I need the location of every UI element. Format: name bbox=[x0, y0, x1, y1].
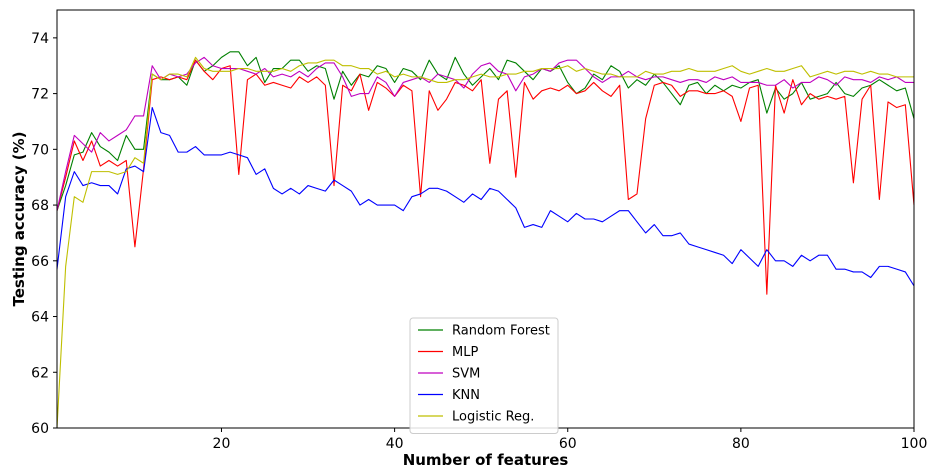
x-tick-label: 40 bbox=[386, 436, 404, 452]
y-axis-ticks: 60 62 64 66 68 70 72 74 bbox=[31, 31, 57, 437]
y-tick-label: 66 bbox=[31, 254, 49, 270]
y-tick-label: 72 bbox=[31, 87, 49, 103]
series-line-svm bbox=[56, 56, 914, 211]
legend-box bbox=[409, 317, 559, 434]
plot-area bbox=[56, 51, 915, 429]
y-tick-label: 74 bbox=[31, 31, 49, 47]
legend-label-random-forest: Random Forest bbox=[452, 324, 550, 339]
series-line-logistic-reg bbox=[56, 56, 914, 429]
legend-label-knn: KNN bbox=[452, 388, 480, 403]
x-tick-label: 80 bbox=[732, 436, 750, 452]
x-tick-label: 60 bbox=[559, 436, 577, 452]
x-axis-label: Number of features bbox=[403, 451, 569, 468]
x-tick-label: 20 bbox=[213, 436, 231, 452]
y-axis-label: Testing accuracy (%) bbox=[10, 131, 28, 306]
legend-label-logistic-reg: Logistic Reg. bbox=[452, 410, 534, 425]
legend: Random Forest MLP SVM KNN Logistic Reg. bbox=[409, 317, 559, 434]
y-tick-label: 68 bbox=[31, 198, 49, 214]
y-tick-label: 62 bbox=[31, 365, 49, 381]
series-line-knn bbox=[56, 106, 915, 287]
legend-label-svm: SVM bbox=[452, 367, 480, 382]
x-tick-label: 100 bbox=[901, 436, 928, 452]
legend-label-mlp: MLP bbox=[452, 345, 478, 360]
y-tick-label: 60 bbox=[31, 421, 49, 437]
x-axis-ticks: 20 40 60 80 100 bbox=[213, 428, 928, 452]
series-line-mlp bbox=[56, 59, 915, 295]
y-tick-label: 64 bbox=[31, 310, 49, 326]
y-tick-label: 70 bbox=[31, 142, 49, 158]
